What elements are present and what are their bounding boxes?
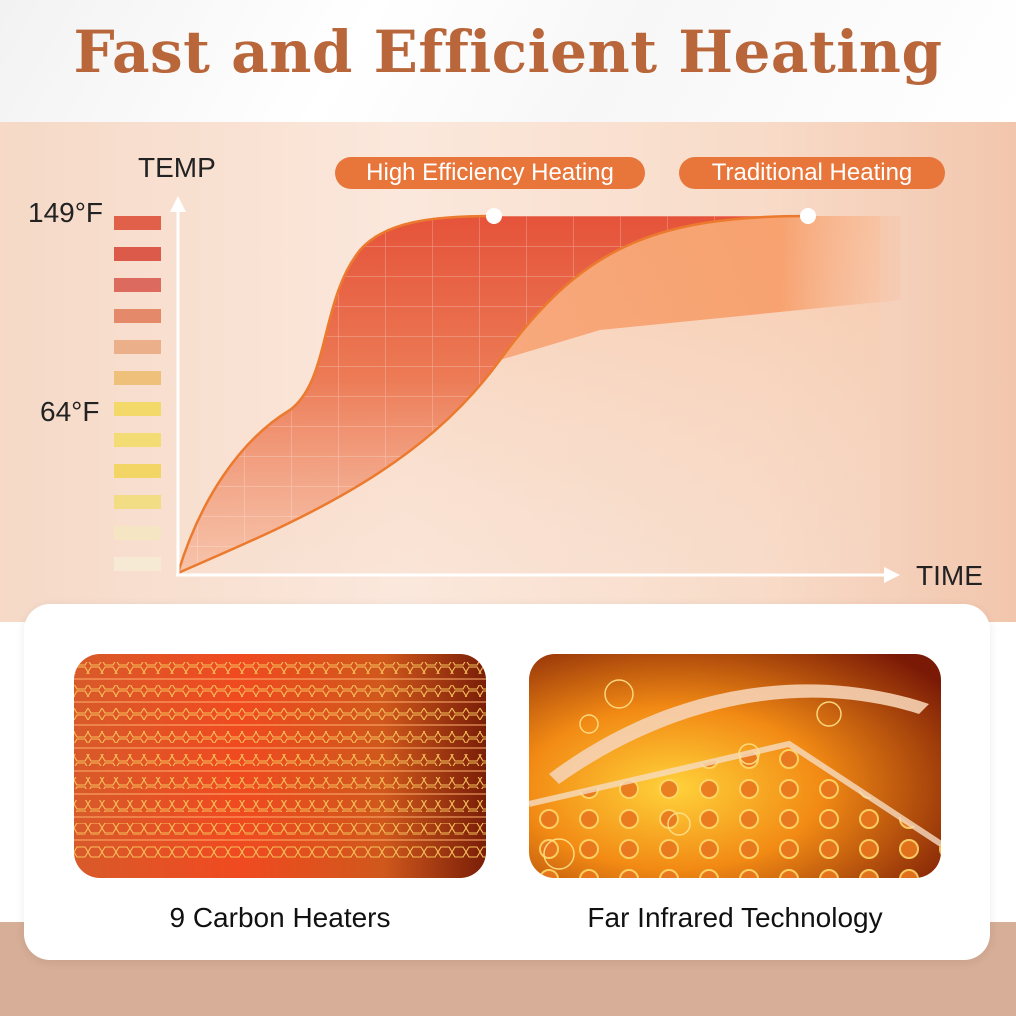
temperature-scale bbox=[114, 216, 161, 571]
scale-bar bbox=[114, 433, 161, 447]
feature-caption-far-infrared: Far Infrared Technology bbox=[587, 902, 883, 933]
scale-bar bbox=[114, 278, 161, 292]
far-infrared-image bbox=[529, 654, 941, 878]
y-axis-arrow bbox=[170, 196, 186, 212]
header-background bbox=[0, 0, 1016, 122]
scale-bar bbox=[114, 216, 161, 230]
scale-bar bbox=[114, 495, 161, 509]
efficient-curve bbox=[176, 214, 495, 574]
efficient-endpoint bbox=[486, 208, 502, 224]
scale-bar bbox=[114, 340, 161, 354]
legend-traditional-heating: Traditional Heating bbox=[679, 157, 945, 189]
scale-bar bbox=[114, 557, 161, 571]
traditional-endpoint bbox=[800, 208, 816, 224]
traditional-curve bbox=[177, 214, 809, 575]
carbon-heaters-image bbox=[74, 654, 486, 878]
y-max-label: 149°F bbox=[28, 197, 104, 228]
y-mid-label: 64°F bbox=[40, 396, 100, 427]
x-axis-arrow bbox=[884, 567, 900, 583]
features-card: 9 Carbon Heaters Far Infrared Technology bbox=[24, 604, 990, 960]
y-axis-label: TEMP bbox=[138, 152, 216, 183]
scale-bar bbox=[114, 526, 161, 540]
far-infrared-layers-icon bbox=[529, 654, 941, 878]
feature-caption-carbon-heaters: 9 Carbon Heaters bbox=[169, 902, 391, 933]
scale-bar bbox=[114, 402, 161, 416]
x-axis-label: TIME bbox=[916, 560, 983, 591]
carbon-heater-strips-icon bbox=[74, 654, 486, 878]
traditional-region bbox=[500, 216, 900, 360]
scale-bar bbox=[114, 309, 161, 323]
scale-bar bbox=[114, 371, 161, 385]
scale-bar bbox=[114, 247, 161, 261]
heating-chart bbox=[114, 196, 900, 583]
scale-bar bbox=[114, 464, 161, 478]
page-title: Fast and Efficient Heating bbox=[73, 18, 943, 86]
legend-efficient-heating: High Efficiency Heating bbox=[335, 157, 645, 189]
